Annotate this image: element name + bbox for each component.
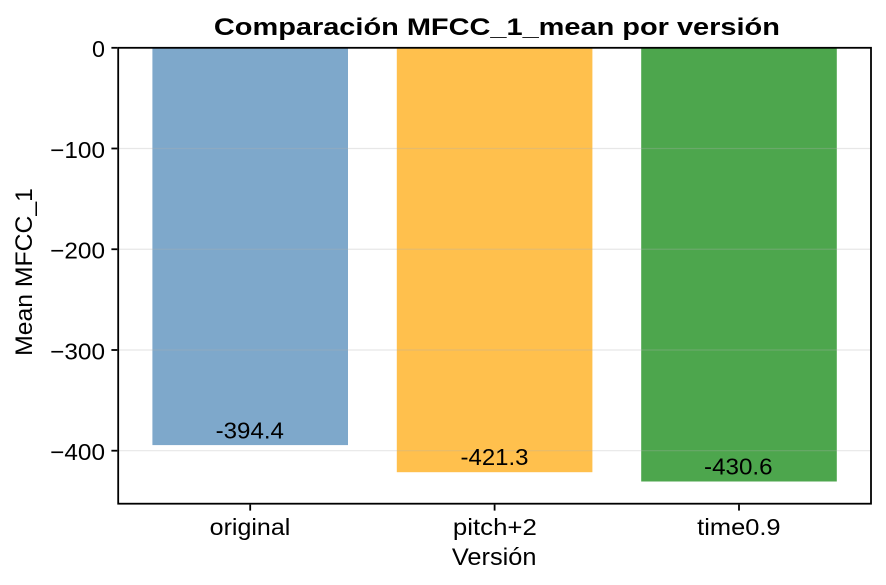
- svg-text:−200: −200: [50, 238, 105, 264]
- svg-text:-421.3: -421.3: [461, 444, 529, 470]
- svg-text:Mean MFCC_1: Mean MFCC_1: [11, 188, 38, 356]
- svg-text:time0.9: time0.9: [697, 514, 780, 540]
- svg-text:−100: −100: [50, 137, 105, 163]
- svg-text:-430.6: -430.6: [704, 454, 773, 480]
- svg-text:−300: −300: [50, 338, 105, 364]
- svg-text:−400: −400: [50, 439, 105, 465]
- svg-text:0: 0: [92, 36, 105, 62]
- svg-text:original: original: [210, 514, 291, 540]
- svg-text:pitch+2: pitch+2: [453, 514, 537, 540]
- svg-text:Versión: Versión: [452, 544, 537, 571]
- svg-text:-394.4: -394.4: [216, 418, 284, 444]
- svg-text:Comparación MFCC_1_mean por ve: Comparación MFCC_1_mean por versión: [214, 14, 780, 41]
